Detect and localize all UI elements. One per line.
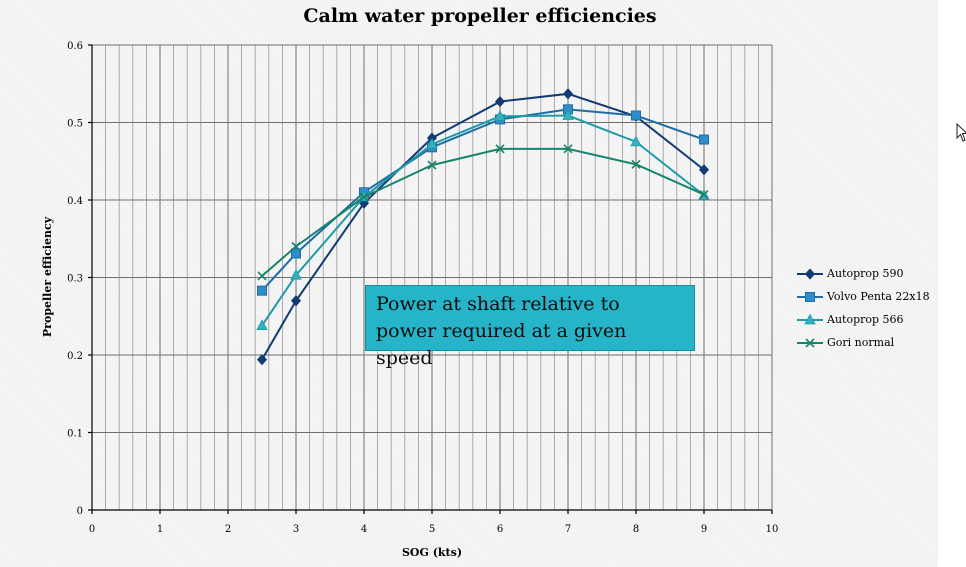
y-tick-label: 0.1 <box>67 429 83 440</box>
data-point <box>290 295 302 307</box>
legend-label: Gori normal <box>827 336 895 349</box>
line-chart: 0 1 2 3 4 5 6 7 8 9 10 0 0.1 0.2 0.3 0.4 0.5 0.6 SOG (kts… <box>41 41 778 559</box>
series-line <box>261 92 705 361</box>
gridlines <box>92 44 773 510</box>
data-point <box>631 159 641 169</box>
data-point <box>290 268 302 280</box>
series-gori-normal <box>257 144 709 281</box>
legend-swatch <box>797 337 823 348</box>
legend-swatch <box>797 267 823 280</box>
data-point <box>291 241 301 252</box>
x-tick-label: 10 <box>766 524 779 535</box>
series-group <box>256 88 710 366</box>
x-tick-label: 5 <box>429 524 435 535</box>
legend-item: Gori normal <box>795 331 945 354</box>
chart-title: Calm water propeller efficiencies <box>303 5 657 27</box>
legend-swatch <box>797 291 823 302</box>
x-axis-title: SOG (kts) <box>402 546 462 559</box>
data-point <box>562 109 574 120</box>
data-point <box>494 109 506 121</box>
data-point <box>698 164 710 176</box>
series-line <box>261 147 705 277</box>
data-point <box>699 190 709 200</box>
data-point <box>291 248 301 259</box>
x-tick-label: 9 <box>701 524 707 535</box>
y-tick-label: 0.5 <box>67 119 83 130</box>
axes: 0 1 2 3 4 5 6 7 8 9 10 0 0.1 0.2 0.3 0.4 0.5 0.6 <box>67 41 778 535</box>
series-line <box>261 114 705 327</box>
chart-area: 0 1 2 3 4 5 6 7 8 9 10 0 0.1 0.2 0.3 0.4 0.5 0.6 SOG (kts… <box>0 0 938 567</box>
data-point <box>257 285 267 296</box>
data-point <box>359 192 369 202</box>
y-tick-label: 0.4 <box>67 196 83 207</box>
x-tick-label: 1 <box>157 524 163 535</box>
data-point <box>563 144 573 154</box>
data-point <box>426 137 438 149</box>
annotation-box: Power at shaft relative to power require… <box>365 285 695 369</box>
x-tick-label: 2 <box>225 524 231 535</box>
data-point <box>699 134 709 145</box>
y-tick-label: 0 <box>77 506 83 517</box>
legend-label: Autoprop 590 <box>827 267 904 280</box>
data-point <box>562 88 574 100</box>
series-autoprop-590 <box>256 88 710 366</box>
legend-swatch <box>797 313 823 324</box>
data-point <box>257 271 267 281</box>
legend-item: Autoprop 590 <box>795 262 945 285</box>
x-tick-label: 0 <box>89 524 95 535</box>
data-point <box>630 135 642 147</box>
legend-item: Volvo Penta 22x18 <box>795 285 945 308</box>
y-tick-label: 0.2 <box>67 351 83 362</box>
data-point <box>427 160 437 170</box>
x-tick-label: 8 <box>633 524 639 535</box>
legend-item: Autoprop 566 <box>795 308 945 331</box>
data-point <box>495 144 505 154</box>
data-point <box>494 95 506 108</box>
y-tick-label: 0.6 <box>67 41 83 52</box>
data-point <box>631 110 641 121</box>
legend: Autoprop 590 Volvo Penta 22x18 Autoprop 56… <box>795 262 945 354</box>
y-axis-title: Propeller efficiency <box>41 216 54 337</box>
legend-swatch-marker <box>804 267 816 280</box>
legend-label: Volvo Penta 22x18 <box>827 290 930 303</box>
x-tick-label: 7 <box>565 524 571 535</box>
x-tick-label: 3 <box>293 524 299 535</box>
series-line <box>261 108 705 292</box>
legend-label: Autoprop 566 <box>827 313 904 326</box>
y-tick-label: 0.3 <box>67 274 83 285</box>
x-tick-label: 4 <box>361 524 367 535</box>
data-point <box>256 354 268 366</box>
data-point <box>256 319 268 330</box>
x-tick-label: 6 <box>497 524 503 535</box>
legend-swatch-marker <box>805 337 815 348</box>
legend-swatch-marker <box>804 313 816 324</box>
legend-swatch-marker <box>805 291 815 302</box>
mouse-pointer-icon <box>956 123 966 142</box>
